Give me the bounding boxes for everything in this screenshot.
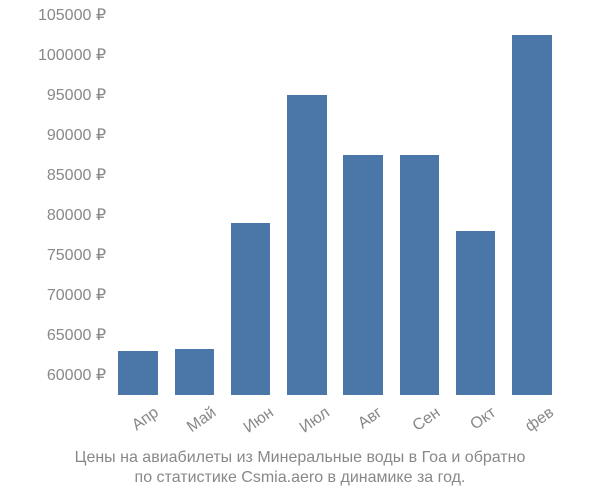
y-tick-label: 70000 ₽ — [47, 285, 106, 305]
x-tick-label: Май — [184, 404, 220, 437]
y-axis: 60000 ₽ 65000 ₽ 70000 ₽ 75000 ₽ 80000 ₽ 85000… — [0, 15, 108, 395]
bars-container — [110, 15, 560, 395]
bar — [118, 351, 157, 395]
bar — [287, 95, 326, 395]
x-label-slot: Апр — [110, 400, 166, 440]
x-label-slot: Авг — [335, 400, 391, 440]
bar — [512, 35, 551, 395]
x-label-slot: Июн — [223, 400, 279, 440]
x-label-slot: Май — [166, 400, 222, 440]
x-axis-labels: Апр Май Июн Июл Авг Сен Октфев — [110, 400, 560, 440]
y-tick-label: 65000 ₽ — [47, 325, 106, 345]
y-tick-label: 85000 ₽ — [47, 165, 106, 185]
x-tick-label: Июн — [240, 404, 277, 437]
bar-slot — [335, 15, 391, 395]
bar — [175, 349, 214, 395]
y-tick-label: 105000 ₽ — [38, 5, 106, 25]
x-label-slot: фев — [504, 400, 560, 440]
caption-line-2: по статистике Csmia.aero в динамике за г… — [0, 468, 600, 489]
x-tick-label: фев — [522, 404, 557, 436]
plot-area — [110, 15, 560, 395]
bar-slot — [448, 15, 504, 395]
bar — [343, 155, 382, 395]
y-tick-label: 75000 ₽ — [47, 245, 106, 265]
bar — [400, 155, 439, 395]
bar-slot — [279, 15, 335, 395]
x-tick-label: Июл — [297, 404, 334, 437]
caption-line-1: Цены на авиабилеты из Минеральные воды в… — [0, 448, 600, 469]
bar-slot — [223, 15, 279, 395]
y-tick-label: 80000 ₽ — [47, 205, 106, 225]
x-label-slot: Сен — [391, 400, 447, 440]
price-bar-chart: 60000 ₽ 65000 ₽ 70000 ₽ 75000 ₽ 80000 ₽ 85000… — [0, 0, 600, 500]
x-label-slot: Июл — [279, 400, 335, 440]
bar-slot — [166, 15, 222, 395]
bar-slot — [504, 15, 560, 395]
y-tick-label: 60000 ₽ — [47, 365, 106, 385]
bar — [456, 231, 495, 395]
y-tick-label: 100000 ₽ — [38, 45, 106, 65]
x-tick-label: Авг — [355, 404, 386, 433]
x-tick-label: Апр — [129, 404, 162, 435]
x-label-slot: Окт — [448, 400, 504, 440]
bar — [231, 223, 270, 395]
y-tick-label: 95000 ₽ — [47, 85, 106, 105]
bar-slot — [391, 15, 447, 395]
x-tick-label: Сен — [410, 404, 444, 436]
y-tick-label: 90000 ₽ — [47, 125, 106, 145]
x-tick-label: Окт — [467, 404, 499, 434]
bar-slot — [110, 15, 166, 395]
